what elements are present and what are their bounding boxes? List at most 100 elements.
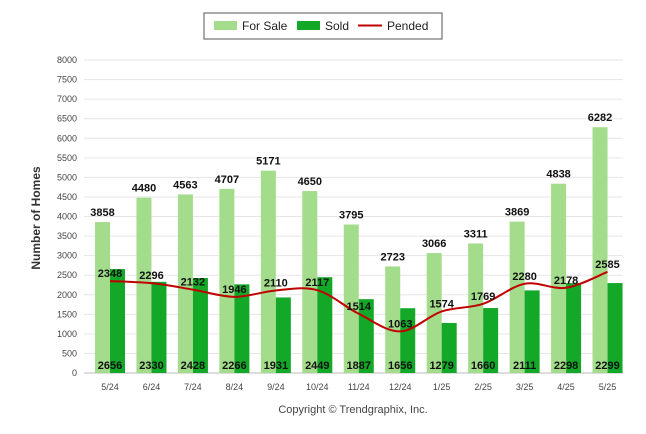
sold-value-label: 2656 — [98, 360, 122, 372]
x-tick-label: 1/25 — [433, 382, 451, 392]
bar-for-sale — [343, 224, 359, 373]
y-tick-label: 7500 — [57, 75, 77, 85]
pended-value-label: 1574 — [429, 298, 454, 310]
x-tick-label: 12/24 — [389, 382, 412, 392]
sold-value-label: 2428 — [181, 360, 205, 372]
bar-sold — [151, 281, 167, 373]
y-axis-title: Number of Homes — [29, 166, 43, 270]
legend-sold-swatch — [297, 21, 320, 30]
pended-value-label: 2132 — [181, 277, 205, 289]
copyright-text: Copyright © Trendgraphix, Inc. — [278, 404, 427, 416]
y-tick-label: 3000 — [57, 251, 77, 261]
pended-line — [109, 270, 608, 333]
bar-for-sale — [219, 188, 235, 373]
legend-for-sale-swatch — [214, 21, 237, 30]
pended-value-label: 2348 — [98, 268, 122, 280]
for-sale-value-label: 2723 — [380, 251, 404, 263]
for-sale-value-label: 3858 — [90, 207, 114, 219]
y-tick-label: 3500 — [57, 231, 77, 241]
bar-for-sale — [509, 221, 525, 373]
bar-sold — [358, 299, 374, 373]
pended-value-label: 2117 — [305, 277, 329, 289]
sold-value-label: 1931 — [264, 360, 288, 372]
x-axis-ticks: 5/24 6/24 7/24 8/24 9/24 10/24 11/24 12/24 1/25 2… — [101, 382, 616, 392]
x-tick-label: 4/25 — [557, 382, 575, 392]
sold-value-label: 1656 — [388, 360, 412, 372]
pended-value-label: 1769 — [471, 291, 495, 303]
bar-sold — [234, 284, 250, 373]
pended-value-label: 2280 — [512, 271, 536, 283]
for-sale-value-label: 4707 — [215, 174, 239, 186]
y-axis-ticks: 0 500 1000 1500 2000 2500 3000 3500 4000 4500 5000… — [57, 55, 77, 378]
pended-value-label: 2178 — [554, 275, 578, 287]
y-tick-label: 0 — [72, 368, 77, 378]
bar-sold — [110, 269, 125, 373]
bar-for-sale — [95, 222, 110, 373]
bar-for-sale — [468, 243, 484, 373]
bar-sold — [566, 283, 582, 373]
sold-value-label: 2298 — [554, 360, 578, 372]
y-tick-label: 2500 — [57, 270, 77, 280]
y-tick-label: 6000 — [57, 133, 77, 143]
bar-for-sale — [177, 194, 193, 373]
y-tick-label: 1000 — [57, 329, 77, 339]
pended-value-label: 1063 — [388, 318, 412, 330]
x-tick-label: 3/25 — [516, 382, 534, 392]
for-sale-value-label: 6282 — [588, 112, 612, 124]
bar-for-sale — [551, 183, 567, 373]
pended-value-label: 2110 — [264, 277, 288, 289]
x-tick-label: 2/25 — [474, 382, 492, 392]
bar-sold — [400, 308, 416, 373]
x-tick-label: 11/24 — [348, 382, 370, 392]
x-tick-label: 10/24 — [306, 382, 329, 392]
sold-value-label: 2299 — [595, 360, 619, 372]
x-tick-label: 5/25 — [599, 382, 617, 392]
for-sale-value-label: 3066 — [422, 238, 446, 250]
for-sale-value-label: 4650 — [298, 176, 322, 188]
bar-for-sale — [592, 127, 608, 373]
y-tick-label: 500 — [62, 348, 77, 358]
x-tick-label: 7/24 — [184, 382, 202, 392]
pended-value-label: 1514 — [347, 301, 372, 313]
bar-for-sale — [426, 253, 442, 373]
pended-value-label: 2585 — [595, 259, 619, 271]
y-tick-label: 1500 — [57, 309, 77, 319]
for-sale-value-label: 4480 — [132, 183, 156, 195]
y-tick-label: 2000 — [57, 290, 77, 300]
for-sale-value-label: 3795 — [339, 210, 363, 222]
for-sale-value-label: 3311 — [464, 228, 488, 240]
pended-value-label: 2296 — [139, 270, 163, 282]
bar-sold — [524, 290, 540, 373]
x-tick-label: 9/24 — [267, 382, 285, 392]
y-tick-label: 6500 — [57, 114, 77, 124]
for-sale-value-label: 4563 — [173, 179, 197, 191]
pended-value-label: 1946 — [222, 284, 246, 296]
sold-value-label: 1660 — [471, 360, 495, 372]
y-tick-label: 4000 — [57, 212, 77, 222]
x-tick-label: 5/24 — [101, 382, 119, 392]
bars — [95, 127, 623, 373]
sold-value-label: 2449 — [305, 360, 329, 372]
legend-box — [203, 12, 443, 40]
sold-value-label: 2111 — [513, 360, 536, 372]
pended-line-group — [109, 270, 608, 333]
y-tick-label: 4500 — [57, 192, 77, 202]
for-sale-value-label: 5171 — [256, 156, 280, 168]
legend-for-sale-label: For Sale — [242, 19, 288, 33]
bar-for-sale — [385, 266, 401, 373]
data-labels: 3858 2656 2348 4480 2330 2296 4563 2428 2132 4707… — [90, 112, 620, 372]
bar-sold — [607, 283, 623, 373]
y-tick-label: 8000 — [57, 55, 77, 65]
sold-value-label: 2330 — [139, 360, 163, 372]
for-sale-value-label: 4838 — [546, 169, 570, 181]
bar-for-sale — [260, 170, 276, 373]
legend-pended-label: Pended — [387, 19, 428, 33]
x-tick-label: 8/24 — [226, 382, 244, 392]
x-tick-label: 6/24 — [143, 382, 161, 392]
bar-for-sale — [302, 191, 318, 373]
bar-sold — [441, 322, 457, 373]
sold-value-label: 2266 — [222, 360, 246, 372]
sold-value-label: 1279 — [429, 360, 453, 372]
bar-sold — [275, 297, 291, 373]
